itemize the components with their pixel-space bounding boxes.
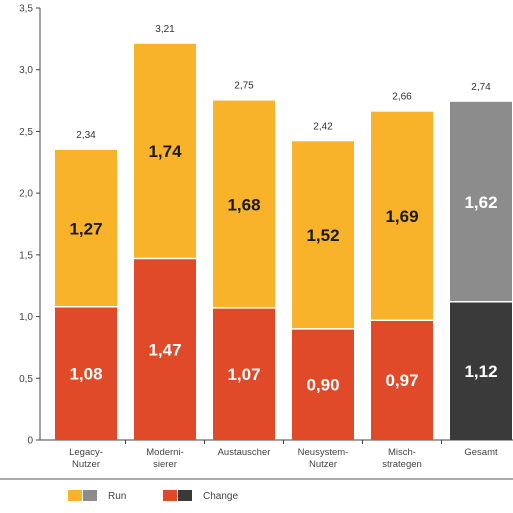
total-value-label: 2,66 [392,92,412,103]
legend-label-run: Run [108,491,126,502]
bar-run [450,101,512,302]
data-labels: 1,27 1,08 2,34 1,74 1,47 3,21 1,68 1,07 2,75 1,52… [69,24,497,395]
category-label: Nutzer [309,459,337,470]
run-value-label: 1,52 [306,226,339,245]
legend-swatch [163,490,177,501]
category-label: Gesamt [464,447,498,458]
category-label: sierer [153,459,177,470]
y-tick-label: 0 [27,436,33,447]
legend-swatch [68,490,82,501]
category-label: strategen [382,459,422,470]
legend: Run Change [0,478,513,502]
y-tick-label: 1,0 [19,312,33,323]
legend-swatch [178,490,192,501]
bars [55,43,512,440]
bar-run [371,111,433,321]
y-tick-label: 1,5 [19,250,33,261]
total-value-label: 2,74 [471,82,491,93]
bar-change [134,258,196,440]
change-value-label: 1,12 [464,362,497,381]
y-tick-label: 2,5 [19,127,33,138]
change-value-label: 1,08 [69,364,102,383]
total-value-label: 2,75 [234,81,254,92]
bar-change [292,328,354,440]
bar-run [134,43,196,259]
bar-change [450,301,512,440]
bar-change [55,306,117,440]
change-value-label: 0,97 [385,371,418,390]
total-value-label: 3,21 [155,24,175,35]
y-tick-label: 0,5 [19,374,33,385]
category-label: Moderni- [146,447,184,458]
y-tick-label: 3,5 [19,4,33,15]
bar-run [292,141,354,329]
run-value-label: 1,68 [227,195,260,214]
bar-change [371,320,433,440]
axes: 00,51,01,52,02,53,03,5Legacy-NutzerModer… [19,4,513,470]
bar-change [213,307,275,440]
category-label: Misch- [388,447,416,458]
category-label: Neusystem- [298,447,349,458]
run-value-label: 1,27 [69,219,102,238]
y-tick-label: 3,0 [19,65,33,76]
y-tick-label: 2,0 [19,189,33,200]
bar-run [213,100,275,308]
legend-swatch [83,490,97,501]
run-value-label: 1,69 [385,207,418,226]
run-value-label: 1,62 [464,193,497,212]
change-value-label: 1,07 [227,365,260,384]
total-value-label: 2,42 [313,121,333,132]
category-label: Austauscher [218,447,271,458]
total-value-label: 2,34 [76,130,96,141]
change-value-label: 0,90 [306,375,339,394]
legend-label-change: Change [203,491,238,502]
bar-run [55,149,117,307]
category-label: Legacy- [69,447,103,458]
change-value-label: 1,47 [148,340,181,359]
run-value-label: 1,74 [148,142,182,161]
category-label: Nutzer [72,459,100,470]
